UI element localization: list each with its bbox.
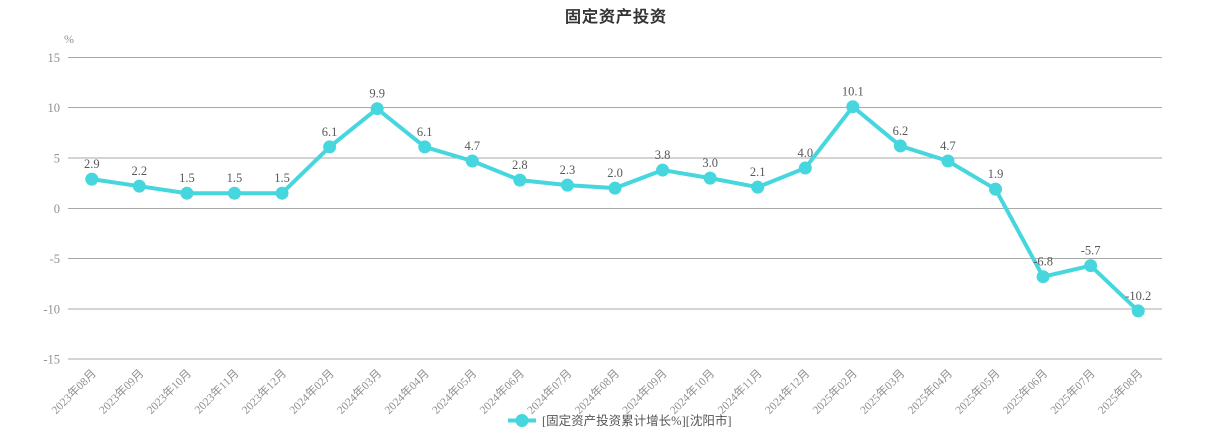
data-point[interactable] <box>656 163 670 177</box>
x-tick-label: 2024年12月 <box>762 366 813 417</box>
data-label: 1.5 <box>227 171 243 185</box>
data-point[interactable] <box>560 178 574 192</box>
data-point[interactable] <box>465 154 479 168</box>
x-tick-label: 2024年02月 <box>286 366 337 417</box>
data-label: 2.1 <box>750 165 766 179</box>
x-axis-tick-labels: 2023年08月2023年09月2023年10月2023年11月2023年12月… <box>48 366 1145 417</box>
x-tick-label: 2024年08月 <box>572 366 623 417</box>
data-point[interactable] <box>751 180 765 194</box>
y-tick-label: -10 <box>43 302 60 316</box>
data-label: 2.9 <box>84 157 100 171</box>
x-tick-label: 2023年11月 <box>191 366 241 416</box>
data-label: 4.0 <box>797 146 813 160</box>
data-label: 2.0 <box>607 166 623 180</box>
x-tick-label: 2024年07月 <box>524 366 575 417</box>
y-tick-label: 15 <box>48 51 61 65</box>
x-tick-label: 2025年04月 <box>905 366 956 417</box>
y-tick-label: 0 <box>54 202 60 216</box>
data-label: 3.0 <box>702 156 718 170</box>
grid-lines <box>68 56 1162 360</box>
x-tick-label: 2024年11月 <box>715 366 765 416</box>
x-tick-label: 2024年04月 <box>381 366 432 417</box>
y-tick-label: 10 <box>48 101 61 115</box>
data-point[interactable] <box>608 181 622 195</box>
data-label: 2.3 <box>560 163 576 177</box>
data-label: 1.9 <box>988 167 1004 181</box>
y-axis-tick-labels: 15 10 5 0 -5 -10 -15 <box>43 51 60 367</box>
x-tick-label: 2024年06月 <box>476 366 527 417</box>
data-point[interactable] <box>180 186 194 200</box>
x-tick-label: 2024年03月 <box>334 366 385 417</box>
data-point[interactable] <box>275 186 289 200</box>
data-point[interactable] <box>846 100 860 114</box>
data-label: 6.1 <box>322 125 338 139</box>
data-point[interactable] <box>513 173 527 187</box>
chart-title: 固定资产投资 <box>565 7 667 26</box>
legend[interactable]: [固定资产投资累计增长%][沈阳市] <box>508 413 732 428</box>
x-tick-label: 2024年05月 <box>429 366 480 417</box>
data-point[interactable] <box>703 171 717 185</box>
y-tick-label: -15 <box>43 353 60 367</box>
data-point[interactable] <box>227 186 241 200</box>
data-label: 2.8 <box>512 158 528 172</box>
y-axis-unit-label: % <box>64 32 74 46</box>
data-point[interactable] <box>1131 304 1145 318</box>
data-point[interactable] <box>418 140 432 154</box>
data-label: 3.8 <box>655 148 671 162</box>
x-tick-label: 2025年06月 <box>1000 366 1051 417</box>
legend-dot-marker <box>515 414 529 427</box>
data-label: -5.7 <box>1081 244 1101 258</box>
data-point[interactable] <box>893 139 907 153</box>
data-label: -6.8 <box>1033 255 1053 269</box>
x-tick-label: 2025年03月 <box>857 366 908 417</box>
x-tick-label: 2025年07月 <box>1047 366 1098 417</box>
data-label: 6.2 <box>893 124 909 138</box>
y-tick-label: 5 <box>54 152 60 166</box>
data-point[interactable] <box>989 182 1003 196</box>
data-label: -10.2 <box>1125 289 1151 303</box>
data-point[interactable] <box>941 154 955 168</box>
data-label: 4.7 <box>940 139 956 153</box>
data-point[interactable] <box>370 102 384 116</box>
legend-label: [固定资产投资累计增长%][沈阳市] <box>542 413 732 428</box>
x-tick-label: 2023年09月 <box>96 366 147 417</box>
x-tick-label: 2024年09月 <box>619 366 670 417</box>
x-tick-label: 2023年08月 <box>48 366 99 417</box>
data-label: 6.1 <box>417 125 433 139</box>
data-point[interactable] <box>132 179 146 193</box>
data-label: 10.1 <box>842 85 864 99</box>
x-tick-label: 2025年02月 <box>809 366 860 417</box>
data-point[interactable] <box>1084 259 1098 273</box>
data-label: 4.7 <box>464 139 480 153</box>
x-tick-label: 2023年12月 <box>239 366 290 417</box>
data-label: 1.5 <box>179 171 195 185</box>
data-label: 9.9 <box>369 87 385 101</box>
x-tick-label: 2025年08月 <box>1095 366 1146 417</box>
line-series <box>85 100 1145 318</box>
data-label: 1.5 <box>274 171 290 185</box>
data-point[interactable] <box>323 140 337 154</box>
x-tick-label: 2024年10月 <box>667 366 718 417</box>
series-line <box>89 104 1141 313</box>
data-point[interactable] <box>85 172 99 186</box>
data-point[interactable] <box>798 161 812 175</box>
data-label: 2.2 <box>132 164 148 178</box>
data-point[interactable] <box>1036 270 1050 284</box>
y-tick-label: -5 <box>50 252 60 266</box>
x-tick-label: 2023年10月 <box>143 366 194 417</box>
data-value-labels: 2.9 2.2 1.5 1.5 1.5 6.1 9.9 6.1 4.7 2.8 2.3 2.0 3.8 3… <box>84 85 1151 303</box>
x-tick-label: 2025年05月 <box>952 366 1003 417</box>
